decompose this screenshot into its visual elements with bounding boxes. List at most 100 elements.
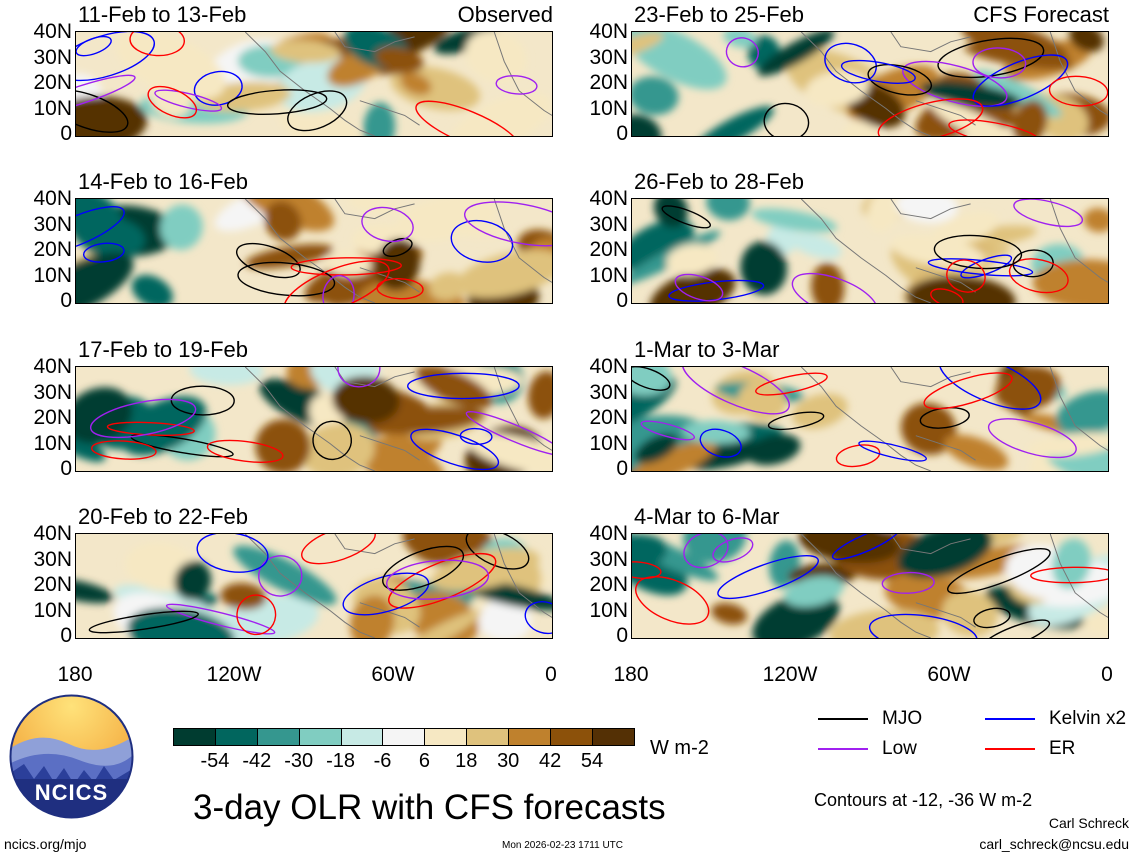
anomaly-blob: [448, 92, 552, 136]
anomaly-blob: [897, 534, 993, 578]
contour-line: [632, 561, 662, 579]
anomaly-blob: [752, 591, 840, 638]
anomaly-blob: [1012, 100, 1048, 136]
anomaly-blob: [896, 199, 958, 224]
anomaly-blob: [356, 438, 445, 471]
y-tick-label: 30N: [33, 45, 72, 69]
anomaly-blob: [906, 275, 1016, 303]
colorbar-swatch: [551, 729, 593, 745]
contour-line: [382, 237, 413, 258]
y-tick-label: 10N: [589, 96, 628, 120]
y-tick-label: 10N: [589, 598, 628, 622]
legend-low: Low: [818, 738, 917, 760]
anomaly-blob: [1083, 207, 1108, 233]
contour-line: [147, 85, 198, 119]
anomaly-blob: [76, 387, 133, 444]
anomaly-blob: [706, 199, 750, 221]
panel-tag: Observed: [457, 2, 553, 27]
contour-line: [290, 257, 402, 276]
legend-label: Low: [882, 738, 917, 759]
anomaly-blob: [784, 575, 844, 607]
footer-timestamp: Mon 2026-02-23 1711 UTC: [502, 840, 623, 851]
anomaly-blob: [1032, 259, 1108, 303]
y-tick-label: 0: [616, 289, 628, 312]
contour-line: [76, 74, 136, 116]
contour-line: [824, 42, 877, 84]
contour-line: [206, 439, 284, 463]
anomaly-blob: [389, 610, 482, 638]
y-tick-label: 10N: [589, 263, 628, 287]
footer-url[interactable]: ncics.org/mjo: [4, 836, 87, 852]
contour-line: [632, 367, 671, 391]
contour-line: [82, 242, 125, 263]
contour-line: [831, 534, 901, 560]
colorbar-label: 30: [497, 750, 520, 772]
anomaly-blob: [465, 32, 527, 83]
contour-line: [1030, 566, 1108, 584]
olr-anomaly-field: [632, 199, 1108, 303]
colorbar-label: 18: [455, 750, 478, 772]
panel-title: 20-Feb to 22-Feb: [78, 504, 248, 529]
footer-email[interactable]: carl_schreck@ncsu.edu: [979, 836, 1129, 852]
anomaly-blob: [374, 46, 424, 73]
contour-line: [681, 367, 790, 415]
anomaly-blob: [867, 199, 902, 232]
anomaly-blob: [528, 371, 552, 419]
panel-title: 17-Feb to 19-Feb: [78, 337, 248, 362]
x-tick-label: 0: [545, 663, 557, 686]
y-tick-label: 20N: [589, 406, 628, 429]
contour-line: [858, 440, 927, 462]
contour-line: [89, 398, 197, 439]
coastline: [244, 534, 552, 638]
anomaly-blob: [711, 602, 748, 625]
contour-line: [881, 571, 935, 594]
contour-line: [237, 261, 336, 297]
anomaly-blob: [632, 114, 662, 136]
anomaly-blob: [76, 252, 134, 303]
contour-line: [312, 420, 353, 461]
anomaly-blob: [174, 561, 212, 601]
y-tick-label: 0: [616, 457, 628, 480]
legend-er: ER: [985, 738, 1075, 760]
anomaly-blob: [632, 219, 695, 271]
olr-anomaly-field: [76, 367, 552, 471]
y-tick-label: 20N: [589, 573, 628, 596]
contour-line: [1048, 75, 1108, 107]
anomaly-blob: [236, 199, 335, 232]
contour-line: [923, 372, 1013, 410]
anomaly-blob: [1052, 538, 1091, 589]
contour-line: [76, 89, 129, 133]
contour-line: [407, 372, 520, 400]
contour-line: [767, 411, 825, 431]
colorbar-label: 6: [418, 750, 430, 772]
anomaly-blob: [332, 376, 400, 424]
contour-line: [386, 559, 490, 600]
colorbar-swatch: [383, 729, 426, 745]
contour-line: [287, 90, 348, 132]
y-tick-label: 0: [60, 122, 72, 145]
y-tick-label: 10N: [33, 431, 72, 455]
colorbar-label: -30: [284, 750, 314, 772]
colorbar-swatch: [174, 729, 216, 745]
anomaly-blob: [842, 119, 880, 136]
y-tick-label: 20N: [33, 573, 72, 596]
contour-line: [524, 601, 552, 635]
contours-note: Contours at -12, -36 W m-2: [814, 790, 1033, 810]
anomaly-blob: [429, 272, 467, 301]
legend-kelvin: Kelvin x2: [985, 708, 1126, 730]
anomaly-blob: [653, 199, 688, 228]
contour-line: [877, 98, 984, 136]
coastline: [800, 199, 1108, 303]
contour-line: [937, 37, 1045, 79]
anomaly-blob: [829, 609, 940, 638]
anomaly-blob: [632, 76, 679, 116]
olr-map-panel: [631, 366, 1109, 472]
y-tick-label: 0: [60, 289, 72, 312]
contour-line: [972, 47, 1027, 79]
contour-line: [170, 385, 235, 416]
anomaly-blob: [255, 419, 311, 471]
contour-line: [88, 610, 199, 634]
y-tick-label: 10N: [33, 96, 72, 120]
coastline: [244, 32, 552, 136]
y-tick-label: 10N: [33, 263, 72, 287]
